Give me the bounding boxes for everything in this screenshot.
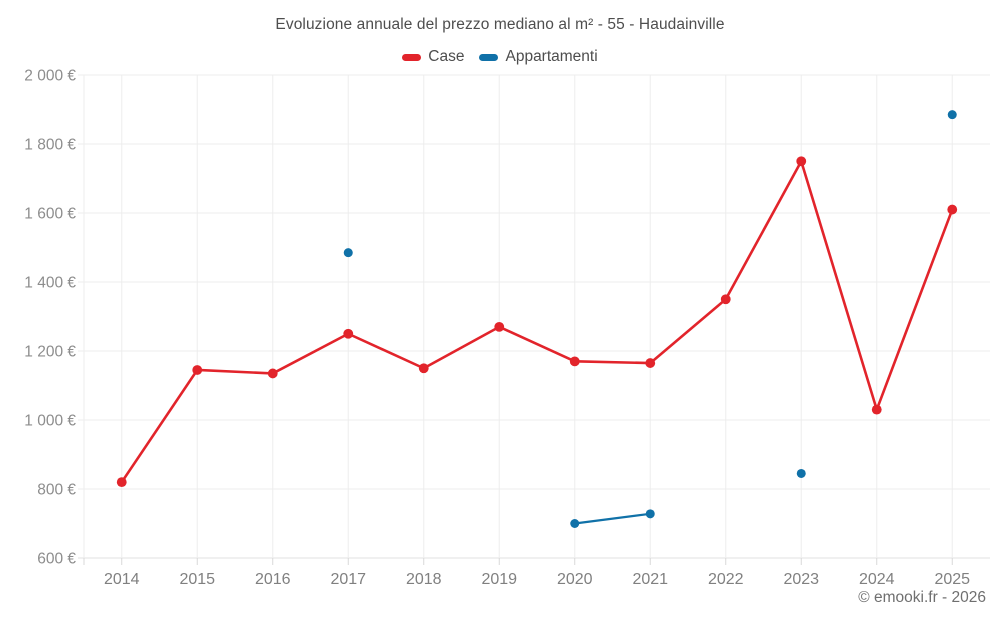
y-axis-label: 800 €	[37, 482, 76, 499]
y-axis-label: 1 400 €	[24, 275, 76, 292]
data-point-appartamenti-2021[interactable]	[645, 509, 655, 519]
gridlines	[78, 74, 990, 565]
y-axis-label: 1 800 €	[24, 137, 76, 154]
y-axis-labels: 600 € 800 € 1 000 € 1 200 € 1 400 € 1 600 € 1 …	[24, 68, 76, 568]
x-axis-label: 2017	[330, 571, 366, 588]
data-point-case-2017[interactable]	[343, 328, 354, 339]
data-point-appartamenti-2025[interactable]	[947, 110, 957, 120]
series-appartamenti	[343, 110, 957, 528]
data-point-case-2016[interactable]	[267, 368, 278, 379]
x-axis-label: 2023	[783, 571, 819, 588]
y-axis-label: 1 000 €	[24, 413, 76, 430]
y-axis-label: 2 000 €	[24, 68, 76, 85]
data-point-case-2024[interactable]	[871, 404, 882, 415]
y-axis-label: 1 600 €	[24, 206, 76, 223]
x-axis-label: 2018	[406, 571, 442, 588]
data-point-appartamenti-2023[interactable]	[796, 468, 806, 478]
series-appartamenti-line	[574, 512, 651, 525]
legend-marker-case-icon	[402, 53, 422, 61]
data-point-case-2018[interactable]	[418, 363, 429, 374]
data-point-case-2014[interactable]	[116, 477, 127, 487]
y-axis-label: 600 €	[37, 551, 76, 568]
data-point-case-2019[interactable]	[494, 321, 505, 332]
x-axis-label: 2015	[179, 571, 215, 588]
chart-title: Evoluzione annuale del prezzo mediano al…	[275, 16, 725, 33]
y-axis-label: 1 200 €	[24, 344, 76, 361]
legend-item-appartamenti[interactable]: Appartamenti	[479, 48, 598, 66]
legend-item-case[interactable]: Case	[402, 48, 464, 66]
x-axis-label: 2016	[255, 571, 291, 588]
data-point-case-2015[interactable]	[192, 365, 203, 375]
data-point-case-2022[interactable]	[720, 294, 731, 305]
data-point-case-2020[interactable]	[569, 356, 580, 367]
data-point-case-2023[interactable]	[796, 156, 807, 167]
series-case	[116, 156, 958, 487]
x-axis-label: 2020	[557, 571, 593, 588]
x-axis-label: 2019	[481, 571, 517, 588]
data-point-case-2025[interactable]	[947, 204, 958, 215]
data-point-appartamenti-2017[interactable]	[343, 248, 353, 258]
series-case-line	[120, 159, 954, 483]
x-axis-label: 2021	[632, 571, 668, 588]
legend-label-appartamenti: Appartamenti	[505, 48, 598, 65]
chart-legend: Case Appartamenti	[0, 46, 1000, 68]
data-point-case-2021[interactable]	[645, 358, 656, 368]
x-axis-label: 2014	[104, 571, 140, 588]
x-axis-label: 2022	[708, 571, 744, 588]
x-axis-label: 2024	[859, 571, 895, 588]
x-axis-label: 2025	[934, 571, 970, 588]
x-axis-labels: 2014 2015 2016 2017 2018 2019 2020 2021 2022 2023…	[104, 571, 970, 588]
legend-label-case: Case	[428, 48, 465, 65]
legend-marker-appartamenti-icon	[479, 53, 499, 61]
copyright-footer-link[interactable]: © emooki.fr - 2026	[858, 589, 986, 606]
data-point-appartamenti-2020[interactable]	[570, 519, 580, 528]
